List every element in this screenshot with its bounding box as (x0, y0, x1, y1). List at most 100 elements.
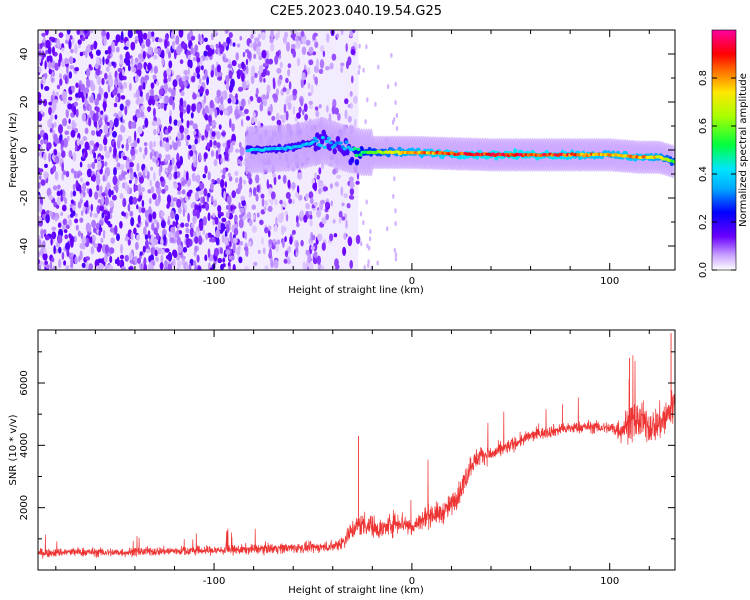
noise-blob (72, 190, 77, 197)
noise-blob (90, 246, 95, 255)
noise-blob (114, 225, 118, 235)
noise-blob (153, 227, 158, 235)
spectrogram-ytick-label: 20 (19, 96, 30, 109)
spectrogram-panel: -100 0 100 -40 -20 0 20 40 Height of straight l… (8, 29, 676, 296)
noise-blob (129, 162, 134, 168)
noise-blob (58, 246, 62, 254)
noise-blob (148, 213, 153, 223)
noise-blob (292, 105, 296, 115)
noise-blob (186, 120, 190, 129)
noise-blob (63, 137, 69, 148)
noise-blob (88, 188, 93, 198)
noise-blob (282, 113, 287, 123)
noise-blob (283, 103, 287, 114)
noise-blob (125, 99, 131, 107)
noise-blob (172, 197, 178, 202)
noise-blob (119, 221, 123, 229)
noise-blob (142, 153, 146, 160)
noise-blob (203, 94, 207, 104)
noise-blob (296, 112, 301, 119)
noise-blob (336, 33, 340, 38)
noise-blob (362, 67, 365, 73)
noise-blob (150, 186, 155, 194)
noise-blob (135, 241, 139, 250)
colorbar-tick-label: 0.8 (698, 70, 709, 86)
noise-blob (186, 191, 192, 197)
noise-blob (240, 195, 245, 201)
noise-blob (205, 88, 210, 96)
noise-blob (164, 38, 168, 49)
noise-blob (181, 180, 185, 186)
noise-blob (305, 202, 310, 210)
noise-blob (76, 172, 80, 179)
noise-blob (229, 231, 233, 242)
noise-blob (95, 142, 99, 147)
noise-blob (365, 199, 368, 205)
noise-blob (125, 160, 130, 170)
noise-blob (151, 35, 156, 43)
noise-blob (387, 84, 390, 90)
snr-xtick-label: 100 (600, 576, 619, 587)
noise-blob (49, 260, 53, 270)
noise-blob (267, 225, 272, 231)
noise-blob (308, 46, 314, 54)
noise-blob (153, 219, 158, 224)
noise-blob (134, 256, 138, 265)
noise-blob (96, 184, 100, 192)
noise-blob (178, 206, 182, 214)
noise-blob (164, 248, 170, 253)
signal-core-cell (354, 153, 359, 157)
noise-blob (314, 172, 317, 180)
noise-blob (308, 104, 314, 110)
noise-blob (50, 60, 56, 69)
noise-blob (303, 103, 308, 112)
noise-blob (65, 242, 70, 251)
noise-blob (97, 171, 100, 177)
noise-blob (194, 44, 199, 52)
noise-blob (224, 181, 227, 188)
noise-blob (308, 210, 313, 216)
noise-blob (235, 188, 241, 195)
noise-blob (102, 209, 108, 215)
noise-blob (135, 89, 141, 99)
noise-blob (101, 160, 105, 168)
noise-blob (115, 46, 120, 53)
noise-blob (44, 235, 50, 241)
signal-core-cell (332, 143, 337, 148)
noise-blob (110, 237, 115, 244)
noise-blob (274, 198, 278, 206)
noise-blob (258, 55, 263, 61)
noise-blob (196, 209, 200, 219)
noise-blob (336, 174, 341, 179)
noise-blob (97, 258, 103, 264)
noise-blob (344, 98, 349, 105)
noise-blob (157, 103, 161, 109)
noise-blob (316, 58, 319, 69)
noise-blob (228, 70, 233, 80)
noise-blob (60, 195, 64, 202)
noise-blob (177, 139, 182, 147)
noise-blob (130, 148, 136, 156)
noise-blob (147, 264, 151, 270)
noise-blob (101, 212, 105, 219)
noise-blob (340, 65, 344, 74)
noise-blob (245, 65, 249, 75)
noise-blob (41, 240, 46, 249)
noise-blob (125, 40, 130, 48)
noise-blob (70, 263, 74, 268)
noise-blob (104, 50, 109, 55)
noise-blob (80, 210, 84, 216)
noise-blob (68, 233, 72, 239)
noise-blob (270, 43, 275, 52)
noise-blob (288, 198, 292, 204)
noise-blob (117, 134, 123, 143)
noise-blob (81, 236, 87, 244)
noise-blob (303, 214, 308, 223)
noise-blob (196, 103, 201, 114)
noise-blob (85, 261, 89, 270)
noise-blob (394, 208, 397, 214)
noise-blob (122, 182, 126, 189)
noise-blob (312, 183, 317, 190)
noise-blob (190, 112, 194, 119)
noise-blob (138, 53, 143, 59)
